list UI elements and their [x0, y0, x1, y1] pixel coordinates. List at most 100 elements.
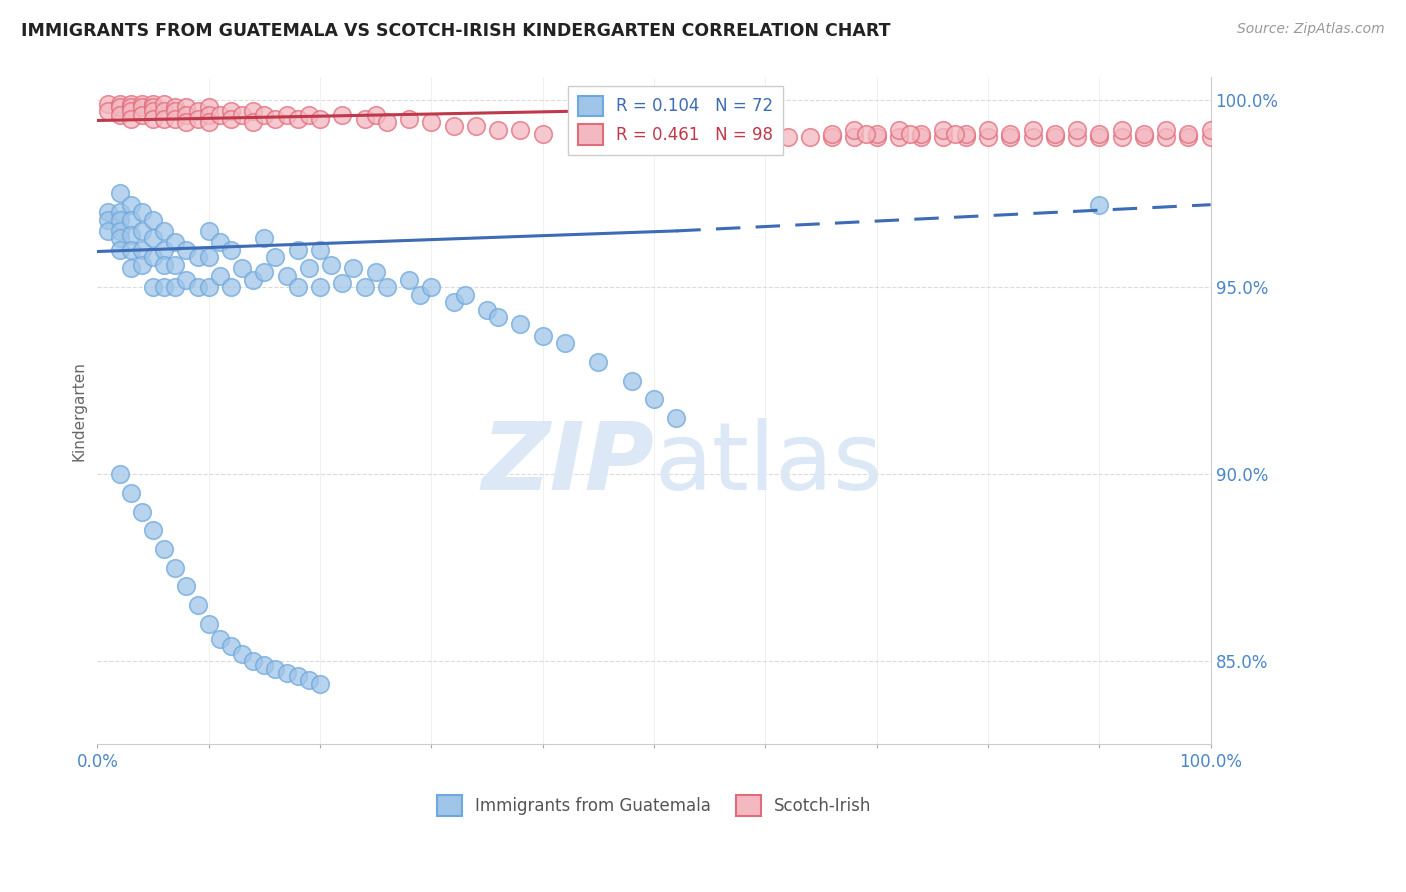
Point: [165, 561, 187, 575]
Point: [97, 104, 120, 119]
Point: [443, 295, 465, 310]
Point: [932, 123, 955, 137]
Point: [131, 108, 153, 122]
Point: [486, 123, 509, 137]
Point: [287, 243, 309, 257]
Point: [142, 96, 165, 111]
Point: [799, 130, 821, 145]
Point: [187, 250, 209, 264]
Point: [97, 96, 120, 111]
Point: [208, 235, 231, 249]
Point: [253, 265, 276, 279]
Point: [176, 108, 198, 122]
Point: [375, 280, 398, 294]
Point: [364, 265, 387, 279]
Point: [699, 130, 721, 145]
Point: [264, 662, 287, 676]
Point: [398, 272, 420, 286]
Point: [142, 231, 165, 245]
Point: [409, 287, 432, 301]
Point: [108, 186, 131, 201]
Point: [264, 250, 287, 264]
Point: [131, 243, 153, 257]
Point: [443, 119, 465, 133]
Y-axis label: Kindergarten: Kindergarten: [72, 360, 86, 460]
Point: [242, 272, 264, 286]
Point: [231, 261, 253, 276]
Point: [176, 272, 198, 286]
Point: [1088, 197, 1111, 211]
Point: [276, 268, 298, 283]
Point: [131, 505, 153, 519]
Point: [120, 104, 142, 119]
Point: [197, 224, 219, 238]
Point: [108, 100, 131, 114]
Point: [910, 130, 932, 145]
Point: [197, 616, 219, 631]
Point: [1177, 130, 1199, 145]
Text: ZIP: ZIP: [481, 417, 654, 510]
Point: [165, 100, 187, 114]
Point: [176, 243, 198, 257]
Point: [165, 104, 187, 119]
Point: [1043, 130, 1066, 145]
Point: [1133, 127, 1156, 141]
Point: [955, 127, 977, 141]
Point: [276, 665, 298, 680]
Point: [253, 658, 276, 673]
Point: [364, 108, 387, 122]
Point: [330, 277, 353, 291]
Point: [821, 130, 844, 145]
Point: [1111, 123, 1133, 137]
Point: [531, 127, 554, 141]
Point: [309, 677, 332, 691]
Point: [187, 112, 209, 126]
Point: [197, 280, 219, 294]
Point: [844, 130, 866, 145]
Point: [1154, 130, 1177, 145]
Legend: Immigrants from Guatemala, Scotch-Irish: Immigrants from Guatemala, Scotch-Irish: [430, 789, 879, 822]
Point: [131, 258, 153, 272]
Point: [120, 486, 142, 500]
Point: [219, 280, 242, 294]
Point: [142, 100, 165, 114]
Point: [187, 280, 209, 294]
Point: [120, 212, 142, 227]
Point: [108, 212, 131, 227]
Point: [197, 108, 219, 122]
Point: [420, 280, 443, 294]
Point: [509, 123, 531, 137]
Point: [475, 302, 498, 317]
Point: [97, 212, 120, 227]
Point: [454, 287, 477, 301]
Point: [131, 224, 153, 238]
Point: [866, 130, 889, 145]
Point: [898, 127, 921, 141]
Point: [1021, 123, 1043, 137]
Point: [844, 123, 866, 137]
Point: [910, 127, 932, 141]
Point: [142, 112, 165, 126]
Point: [153, 224, 176, 238]
Point: [620, 374, 643, 388]
Point: [887, 123, 910, 137]
Point: [176, 115, 198, 129]
Point: [420, 115, 443, 129]
Point: [977, 130, 1000, 145]
Point: [398, 112, 420, 126]
Point: [309, 243, 332, 257]
Point: [165, 258, 187, 272]
Point: [353, 280, 375, 294]
Point: [108, 205, 131, 219]
Point: [588, 130, 610, 145]
Point: [1177, 127, 1199, 141]
Point: [142, 212, 165, 227]
Point: [309, 280, 332, 294]
Point: [153, 104, 176, 119]
Point: [219, 112, 242, 126]
Point: [932, 130, 955, 145]
Point: [1000, 130, 1022, 145]
Point: [120, 112, 142, 126]
Point: [165, 235, 187, 249]
Point: [208, 632, 231, 646]
